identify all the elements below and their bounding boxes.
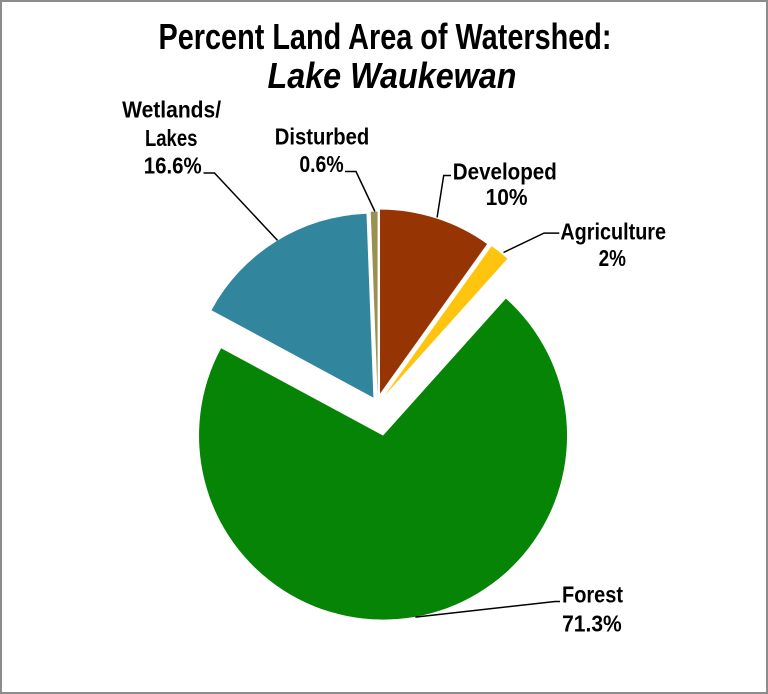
- svg-text:2%: 2%: [599, 245, 626, 271]
- svg-text:Percent Land Area of Watershed: Percent Land Area of Watershed:: [159, 16, 612, 57]
- svg-text:71.3%: 71.3%: [562, 611, 622, 637]
- svg-text:0.6%: 0.6%: [299, 151, 343, 177]
- svg-text:Forest: Forest: [562, 582, 623, 608]
- svg-text:Lake Waukewan: Lake Waukewan: [268, 55, 517, 96]
- svg-text:10%: 10%: [486, 184, 528, 210]
- svg-text:Disturbed: Disturbed: [275, 124, 370, 150]
- svg-text:Agriculture: Agriculture: [560, 219, 666, 245]
- svg-text:16.6%: 16.6%: [144, 152, 202, 178]
- svg-text:Wetlands/: Wetlands/: [122, 96, 222, 122]
- svg-text:Developed: Developed: [453, 159, 557, 185]
- svg-text:Lakes: Lakes: [145, 125, 198, 151]
